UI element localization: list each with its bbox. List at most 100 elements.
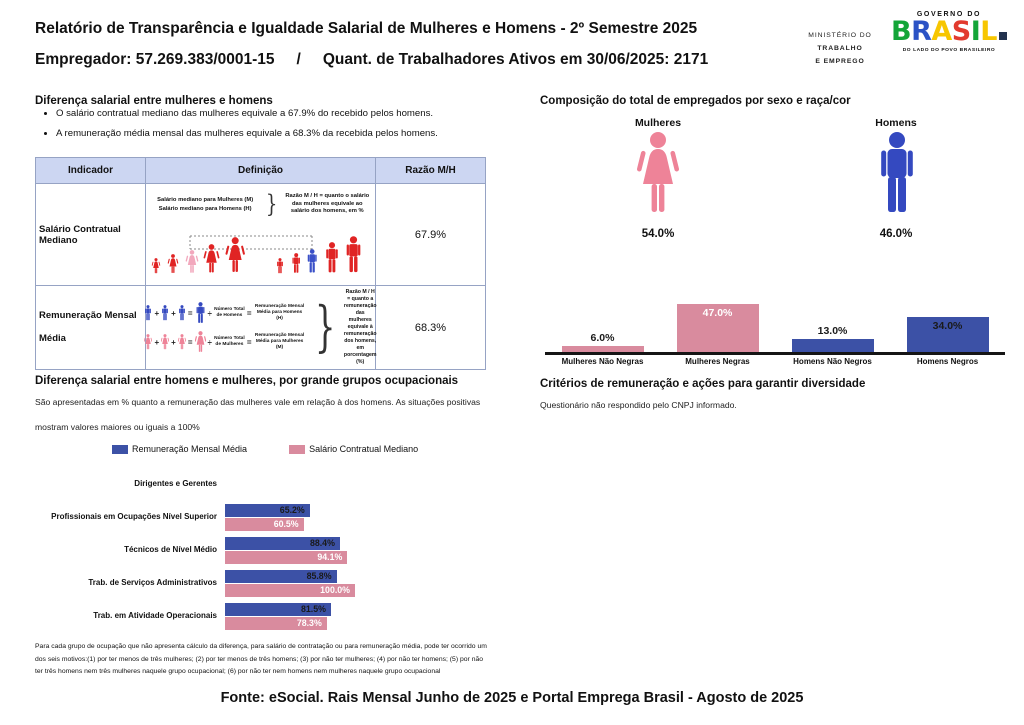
page-subtitle: Empregador: 57.269.383/0001-15 / Quant. de… [35,51,708,69]
def-line-women: Salário mediano para Mulheres (M) [157,197,254,203]
median-comparison-illustration-icon [151,235,361,274]
col-header-indicador: Indicador [35,157,146,184]
men-total-pct: 46.0% [879,228,913,240]
table-header-row: Indicador Definição Razão M/H [35,157,486,184]
occupational-row: Dirigentes e Gerentes [35,470,490,498]
definition-cell: Salário mediano para Mulheres (M) Salári… [145,183,376,286]
bar-value-label: 34.0% [932,320,963,332]
women-average-formula: + + = ÷ Número Total de Mulheres = Remun… [144,331,305,353]
indicator-name: Salário Contratual Mediano [35,183,146,286]
women-result-text: Remuneração Mensal Média para Mulheres (… [254,333,305,351]
def-line-men: Salário mediano para Homens (H) [158,206,252,212]
brasil-letter: I [970,16,981,47]
bar-value-label: 13.0% [817,325,848,337]
man-icon [145,305,152,321]
woman-icon [177,334,186,350]
composition-bar-slot: 13.0% [775,325,890,352]
composition-bar: 47.0% [676,304,759,352]
indicators-table: Indicador Definição Razão M/H Salário Co… [35,157,486,371]
criteria-text: Questionário não respondido pelo CNPJ in… [540,400,737,410]
composition-bar [561,346,644,352]
occupational-category-label: Trab. em Atividade Operacionais [93,611,217,621]
section-heading-occupational: Diferença salarial entre homens e mulher… [35,375,459,387]
governo-do-brasil-logo: GOVERNO DO BRASIL DO LADO DO POVO BRASIL… [888,11,1010,53]
occupational-bar: 85.8% [225,569,337,583]
logo-square-icon [999,32,1007,40]
men-result-text: Remuneração Mensal Média para Homens (H) [254,304,305,322]
women-total-pct: 54.0% [641,228,675,240]
brasil-letter: A [931,16,952,47]
page-title: Relatório de Transparência e Igualdade S… [35,20,698,37]
occupational-subtext-1: São apresentadas em % quanto a remuneraç… [35,397,481,407]
occupational-row: Trab. de Serviços Administrativos 85.8% 10… [35,569,490,597]
occupational-bar: 81.5% [225,602,331,616]
col-header-definicao: Definição [145,157,376,184]
composition-bar-slot: 6.0% [545,332,660,352]
active-workers-count: Quant. de Trabalhadores Ativos em 30/06/… [322,51,709,68]
occupational-bar: 88.4% [225,536,340,550]
men-divisor-text: Número Total de Homens [214,307,245,319]
definition-cell: + + = ÷ Número Total de Homens = Remuner… [144,284,377,371]
occupational-category-label: Técnicos de Nível Médio [124,545,217,555]
bar-value-label: 6.0% [590,332,615,344]
men-group-label: Homens [875,117,917,129]
occupational-bar-pair: 81.5% 78.3% [225,602,331,630]
woman-icon [194,331,206,352]
indicator-name: Remuneração Mensal Média [35,284,146,371]
brasil-letter: B [890,16,912,47]
ministry-line-3: E EMPREGO [815,57,865,65]
occupational-chart: Dirigentes e Gerentes Profissionais em Oc… [35,470,490,635]
ratio-value: 68.3% [375,284,486,371]
women-divisor-text: Número Total de Mulheres [214,336,245,348]
source-footer: Fonte: eSocial. Rais Mensal Junho de 202… [220,690,804,706]
occupational-category-label: Dirigentes e Gerentes [134,479,217,489]
brasil-logo-icon: BRASIL [888,16,1010,47]
composition-bar: 34.0% [906,317,989,352]
composition-bar-slot: 47.0% [660,304,775,352]
ministry-wordmark: MINISTÉRIO DO TRABALHO E EMPREGO [798,30,882,69]
brasil-letter: R [911,16,932,47]
table-row: Remuneração Mensal Média + + = [35,284,486,371]
table-row: Salário Contratual Mediano Salário media… [35,183,486,286]
composition-category-label: Mulheres Não Negras [561,357,644,366]
composition-category-labels: Mulheres Não Negras Mulheres Negras Homens… [545,357,1005,366]
separator: / [296,51,301,68]
section-heading-composition: Composição do total de empregados por se… [540,95,851,107]
section-heading-criteria: Critérios de remuneração e ações para ga… [540,378,866,390]
composition-bar-chart: 6.0% 47.0% 13.0% 34.0% [545,268,1005,355]
ministry-line-2: TRABALHO [817,44,863,52]
occupational-bar: 100.0% [225,583,355,597]
women-group-label: Mulheres [634,117,682,129]
legend-label: Salário Contratual Mediano [309,444,419,454]
woman-pictogram-icon [636,132,680,212]
blue-series-swatch-icon [112,444,128,454]
composition-category-label: Homens Não Negros [793,357,872,366]
def-note: Razão M / H = quanto o salário das mulhe… [285,192,370,215]
occupational-category-label: Trab. de Serviços Administrativos [88,578,217,588]
occupational-bar-pair: 65.2% 60.5% [225,503,310,531]
occupational-bar: 78.3% [225,616,327,630]
composition-bar [791,339,874,352]
bullet-median-salary: O salário contratual mediano das mulhere… [56,108,438,119]
chart-legend: Remuneração Mensal Média Salário Contrat… [112,444,418,454]
gov-logo-top-text: GOVERNO DO [916,11,982,18]
man-pictogram-icon [881,132,913,212]
woman-icon [144,334,153,350]
ratio-value: 67.9% [375,183,486,286]
occupational-bar-pair: 85.8% 100.0% [225,569,355,597]
occupational-category-label: Profissionais em Ocupações Nível Superio… [51,512,217,522]
brasil-letter: L [980,16,997,47]
brace-icon: } [266,189,278,218]
occupational-row: Técnicos de Nível Médio 88.4% 94.1% [35,536,490,564]
legend-item-remuneracao: Remuneração Mensal Média [112,444,247,454]
composition-category-label: Homens Negros [916,357,979,366]
employer-id: Empregador: 57.269.383/0001-15 [35,51,275,68]
occupational-row: Trab. em Atividade Operacionais 81.5% 78.3… [35,602,490,630]
man-icon [178,305,185,321]
brace-icon: } [314,295,336,359]
def-note: Razão M / H = quanto a remuneração das m… [343,289,377,366]
bar-value-label: 47.0% [702,307,733,319]
occupational-subtext-2: mostram valores maiores ou iguais a 100% [35,422,200,432]
composition-bar-slot: 34.0% [890,317,1005,352]
